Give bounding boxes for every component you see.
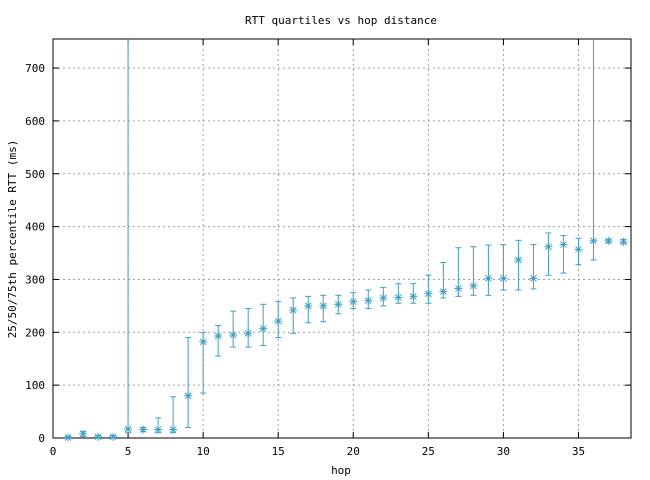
median-point <box>469 281 478 290</box>
median-point <box>619 237 628 246</box>
x-tick-label: 25 <box>422 445 435 458</box>
x-tick-label: 0 <box>50 445 57 458</box>
error-bar <box>125 39 132 434</box>
median-point <box>394 293 403 302</box>
median-point <box>139 425 148 434</box>
median-point <box>424 289 433 298</box>
median-point <box>259 324 268 333</box>
median-point <box>379 293 388 302</box>
median-point <box>79 429 88 438</box>
median-point <box>589 236 598 245</box>
axis-ticks: 0 5 10 15 20 25 30 35 0 100 200 300 400 500 600 700 <box>25 39 631 458</box>
x-axis-label: hop <box>331 464 351 477</box>
error-bar <box>185 337 192 428</box>
median-point <box>319 301 328 310</box>
median-point <box>484 274 493 283</box>
error-bar <box>515 239 522 291</box>
error-bar <box>590 39 597 261</box>
y-tick-label: 700 <box>25 62 45 75</box>
median-point <box>64 433 73 442</box>
median-point <box>529 274 538 283</box>
median-point <box>349 297 358 306</box>
chart-title: RTT quartiles vs hop distance <box>245 14 437 27</box>
error-bar <box>485 244 492 296</box>
median-point <box>574 245 583 254</box>
y-tick-label: 600 <box>25 115 45 128</box>
median-point <box>364 296 373 305</box>
x-tick-label: 15 <box>272 445 285 458</box>
y-tick-label: 500 <box>25 168 45 181</box>
error-bar <box>500 244 507 291</box>
median-point <box>334 300 343 309</box>
median-point <box>289 306 298 315</box>
data-points <box>64 236 628 442</box>
median-point <box>199 337 208 346</box>
median-point <box>244 329 253 338</box>
error-bar <box>545 232 552 276</box>
x-tick-label: 30 <box>497 445 510 458</box>
y-tick-label: 100 <box>25 379 45 392</box>
error-bars <box>65 39 627 439</box>
median-point <box>499 274 508 283</box>
y-axis-label: 25/50/75th percentile RTT (ms) <box>6 140 19 339</box>
x-tick-label: 20 <box>347 445 360 458</box>
error-bar <box>290 297 297 334</box>
error-bar <box>230 310 237 348</box>
y-tick-label: 0 <box>38 432 45 445</box>
median-point <box>559 240 568 249</box>
median-point <box>439 287 448 296</box>
y-tick-label: 300 <box>25 273 45 286</box>
median-point <box>169 425 178 434</box>
x-tick-label: 5 <box>125 445 132 458</box>
median-point <box>109 432 118 441</box>
error-bar <box>425 274 432 304</box>
median-point <box>409 292 418 301</box>
median-point <box>604 236 613 245</box>
x-tick-label: 10 <box>197 445 210 458</box>
median-point <box>184 391 193 400</box>
median-point <box>514 255 523 264</box>
y-tick-label: 400 <box>25 221 45 234</box>
median-point <box>229 330 238 339</box>
error-bar <box>215 324 222 357</box>
median-point <box>544 242 553 251</box>
median-point <box>304 301 313 310</box>
grid-lines <box>53 39 631 438</box>
median-point <box>154 425 163 434</box>
median-point <box>454 284 463 293</box>
median-point <box>214 332 223 341</box>
y-tick-label: 200 <box>25 326 45 339</box>
plot-frame <box>52 38 632 439</box>
median-point <box>124 425 133 434</box>
median-point <box>274 317 283 326</box>
error-bar <box>245 308 252 348</box>
x-tick-label: 35 <box>572 445 585 458</box>
median-point <box>94 432 103 441</box>
